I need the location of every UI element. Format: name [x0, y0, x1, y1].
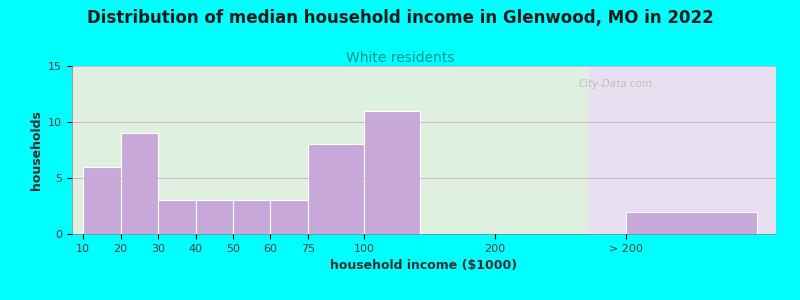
Bar: [270, 200, 308, 234]
Bar: [626, 212, 758, 234]
X-axis label: household income ($1000): household income ($1000): [330, 259, 518, 272]
Bar: [158, 200, 195, 234]
Bar: [364, 111, 420, 234]
Bar: [83, 167, 121, 234]
Bar: [308, 144, 364, 234]
Bar: [121, 133, 158, 234]
Text: White residents: White residents: [346, 51, 454, 65]
Text: Distribution of median household income in Glenwood, MO in 2022: Distribution of median household income …: [86, 9, 714, 27]
Y-axis label: households: households: [30, 110, 42, 190]
Bar: [589, 66, 776, 234]
Bar: [233, 200, 270, 234]
Bar: [195, 200, 233, 234]
Text: City-Data.com: City-Data.com: [579, 80, 653, 89]
